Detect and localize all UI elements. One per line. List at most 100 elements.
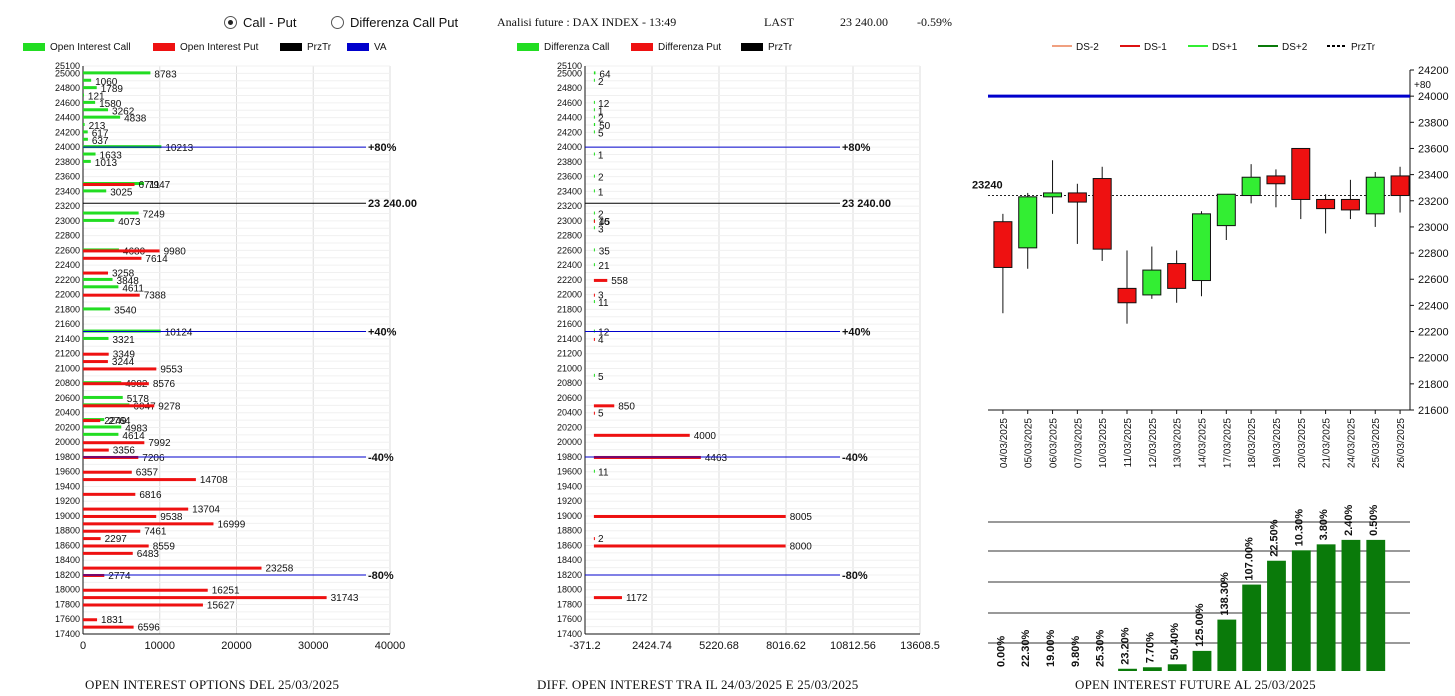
- strike-label: 22400: [55, 260, 80, 270]
- bar-call: [593, 123, 596, 127]
- bar-call: [83, 159, 91, 163]
- radio-unselected-icon[interactable]: [331, 16, 344, 29]
- bar-value-label: 8576: [153, 379, 176, 390]
- bar-call: [83, 189, 107, 193]
- bar-value-label: 13704: [192, 505, 220, 516]
- bar-call: [593, 130, 595, 134]
- bar-value-label: 7947: [148, 180, 171, 191]
- bar-value-label: 7461: [144, 527, 167, 538]
- bar-value-label: 3: [598, 291, 604, 302]
- candle-down: [1092, 178, 1112, 250]
- bar-value-label: 1789: [101, 84, 124, 95]
- bar-call: [593, 226, 595, 230]
- bar-value-label: 617: [92, 128, 109, 139]
- bar-value-label: 7206: [142, 453, 165, 464]
- bar-value-label: 31743: [331, 593, 359, 604]
- legend-swatch-3: [347, 43, 369, 51]
- bar-put: [83, 522, 214, 526]
- bar-value-label: 1: [598, 106, 604, 117]
- y-tick-label: 22000: [1418, 353, 1449, 365]
- caption-middle: DIFF. OPEN INTEREST TRA IL 24/03/2025 E …: [537, 677, 859, 692]
- oi-bar: [1267, 560, 1286, 671]
- strike-label: 22000: [557, 290, 582, 300]
- strike-label: 19200: [557, 496, 582, 506]
- radio-diff-call-put[interactable]: Differenza Call Put: [331, 15, 458, 30]
- bar-value-label: 6483: [137, 549, 160, 560]
- legend-text-0: DS-2: [1076, 42, 1099, 53]
- bar-value-label: 15627: [207, 600, 235, 611]
- strike-label: 17800: [55, 599, 80, 609]
- x-tick-label: 2424.74: [632, 640, 672, 652]
- date-label: 10/03/2025: [1098, 418, 1109, 468]
- bar-call: [83, 108, 109, 112]
- x-tick-label: 5220.68: [699, 640, 739, 652]
- bar-call: [83, 432, 119, 436]
- bar-value-label: 558: [611, 276, 628, 287]
- strike-label: 18000: [55, 585, 80, 595]
- date-label: 05/03/2025: [1024, 418, 1035, 468]
- x-tick-label: 10812.56: [830, 640, 876, 652]
- strike-label: 18800: [557, 526, 582, 536]
- bar-call: [593, 373, 595, 377]
- candle-up: [1018, 196, 1038, 249]
- legend-swatch-2: [741, 43, 763, 51]
- strike-label: 20600: [55, 393, 80, 403]
- candle-up: [1216, 193, 1236, 227]
- date-label: 14/03/2025: [1197, 418, 1208, 468]
- bar-value-label: 9553: [160, 364, 183, 375]
- bar-value-label: 8005: [790, 512, 813, 523]
- bar-call: [83, 115, 121, 119]
- strike-label: 19600: [55, 467, 80, 477]
- strike-label: 22200: [557, 275, 582, 285]
- strike-label: 20000: [557, 437, 582, 447]
- date-label: 24/03/2025: [1346, 418, 1357, 468]
- caption-right: OPEN INTEREST FUTURE AL 25/03/2025: [1075, 677, 1316, 692]
- radio-call-put[interactable]: Call - Put: [224, 15, 296, 30]
- y-tick-label: 22800: [1418, 248, 1449, 260]
- strike-label: 22600: [557, 245, 582, 255]
- bar-put: [83, 441, 145, 445]
- candle-down: [1117, 287, 1137, 304]
- reference-label: -40%: [842, 452, 868, 464]
- bar-call: [593, 71, 596, 75]
- bar-put: [83, 249, 160, 253]
- bar-call: [83, 152, 96, 156]
- candle-down: [1316, 198, 1336, 210]
- strike-label: 24800: [55, 83, 80, 93]
- oi-bar-label: 107.00%: [1244, 537, 1256, 581]
- bar-put: [593, 337, 595, 341]
- strike-label: 24200: [55, 127, 80, 137]
- strike-label: 17600: [557, 614, 582, 624]
- bar-value-label: 2: [598, 173, 604, 184]
- bar-call: [593, 174, 595, 178]
- bar-value-label: 5: [598, 128, 604, 139]
- bar-put: [593, 537, 595, 541]
- bar-put: [593, 404, 615, 408]
- bar-call: [83, 93, 84, 97]
- bar-call: [593, 100, 595, 104]
- bar-put: [83, 537, 101, 541]
- strike-label: 17600: [55, 614, 80, 624]
- strike-label: 23400: [557, 186, 582, 196]
- strike-label: 23600: [55, 172, 80, 182]
- strike-label: 19800: [55, 452, 80, 462]
- legend-swatch-1: [631, 43, 653, 51]
- bar-call: [83, 336, 109, 340]
- bar-value-label: 3025: [110, 187, 133, 198]
- strike-label: 17400: [55, 629, 80, 639]
- bar-value-label: 5: [598, 409, 604, 420]
- radio-selected-icon[interactable]: [224, 16, 237, 29]
- strike-label: 22600: [55, 245, 80, 255]
- bar-call: [83, 78, 92, 82]
- bar-value-label: 4983: [125, 423, 148, 434]
- date-label: 21/03/2025: [1322, 418, 1333, 468]
- strike-label: 23800: [557, 157, 582, 167]
- legend-label-1: Open Interest Put: [180, 42, 259, 53]
- bar-value-label: 4463: [705, 453, 728, 464]
- bar-value-label: 7249: [143, 210, 166, 221]
- strike-label: 24600: [557, 98, 582, 108]
- strike-label: 21200: [557, 349, 582, 359]
- last-value: 23 240.00: [840, 15, 888, 29]
- strike-label: 20000: [55, 437, 80, 447]
